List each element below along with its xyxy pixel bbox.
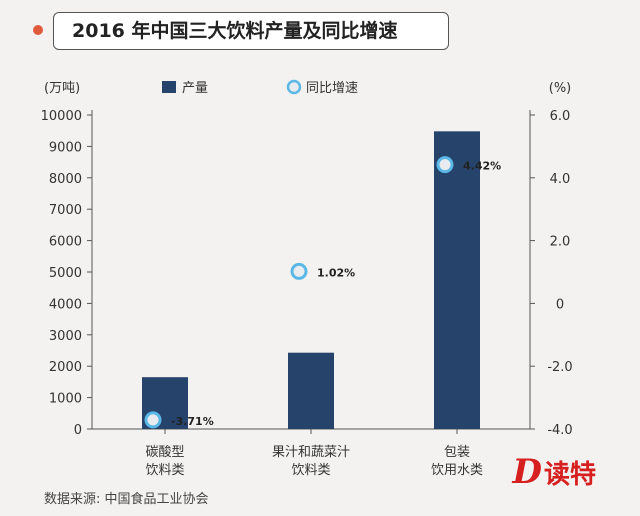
legend-bar-label: 产量 [182,81,208,96]
rate-label-2: 1.02% [317,266,355,279]
category-label-line1: 碳酸型 [145,445,184,460]
y-right-tick-label: 2.0 [550,235,571,250]
rate-label-3: 4.42% [463,160,501,173]
title-bullet [33,25,43,35]
y-left-tick-label: 8000 [49,172,82,187]
y-right-unit: (%) [549,81,572,96]
title-box: 2016 年中国三大饮料产量及同比增速 [53,12,449,50]
y-left-tick-label: 2000 [49,360,82,375]
y-left-tick-label: 6000 [49,235,82,250]
y-left-tick-label: 7000 [49,203,82,218]
data-source: 数据来源: 中国食品工业协会 [44,492,209,507]
legend-marker-label: 同比增速 [306,81,358,96]
rate-marker-3 [436,156,454,174]
y-right-tick-label: -2.0 [547,360,572,375]
category-label-line2: 饮料类 [145,463,184,478]
chart: 0 1000 2000 3000 4000 5000 6000 7000 8000 9000 100… [41,79,573,478]
rate-marker-1 [144,411,162,429]
bar-3 [434,131,480,429]
rate-marker-2 [290,262,308,280]
y-left-tick-label: 1000 [49,392,82,407]
category-label-line1: 果汁和蔬菜汁 [272,445,350,460]
y-left-unit: (万吨) [44,81,80,96]
category-label-line1: 包装 [444,445,470,460]
category-label-line2: 饮料类 [291,463,330,478]
watermark-text: 读特 [543,459,596,490]
rate-label-1: -3.71% [171,415,214,428]
legend-marker-swatch [286,79,302,95]
category-label-line2: 饮用水类 [431,463,483,478]
y-right-tick-label: 6.0 [550,109,571,124]
y-left-tick-label: 0 [74,423,82,438]
legend-bar-swatch [162,81,176,93]
y-right-tick-label: -4.0 [547,423,572,438]
y-left-tick-label: 5000 [49,266,82,281]
chart-title: 2016 年中国三大饮料产量及同比增速 [72,20,398,42]
y-right-tick-label: 0 [556,297,564,312]
y-left-tick-label: 9000 [49,140,82,155]
watermark-d-icon: D [512,452,542,492]
bar-2 [288,352,334,429]
y-left-tick-label: 3000 [49,329,82,344]
y-left-tick-label: 10000 [41,109,82,124]
watermark-logo: D读特 [513,452,597,492]
y-left-tick-label: 4000 [49,297,82,312]
y-right-tick-label: 4.0 [550,172,571,187]
